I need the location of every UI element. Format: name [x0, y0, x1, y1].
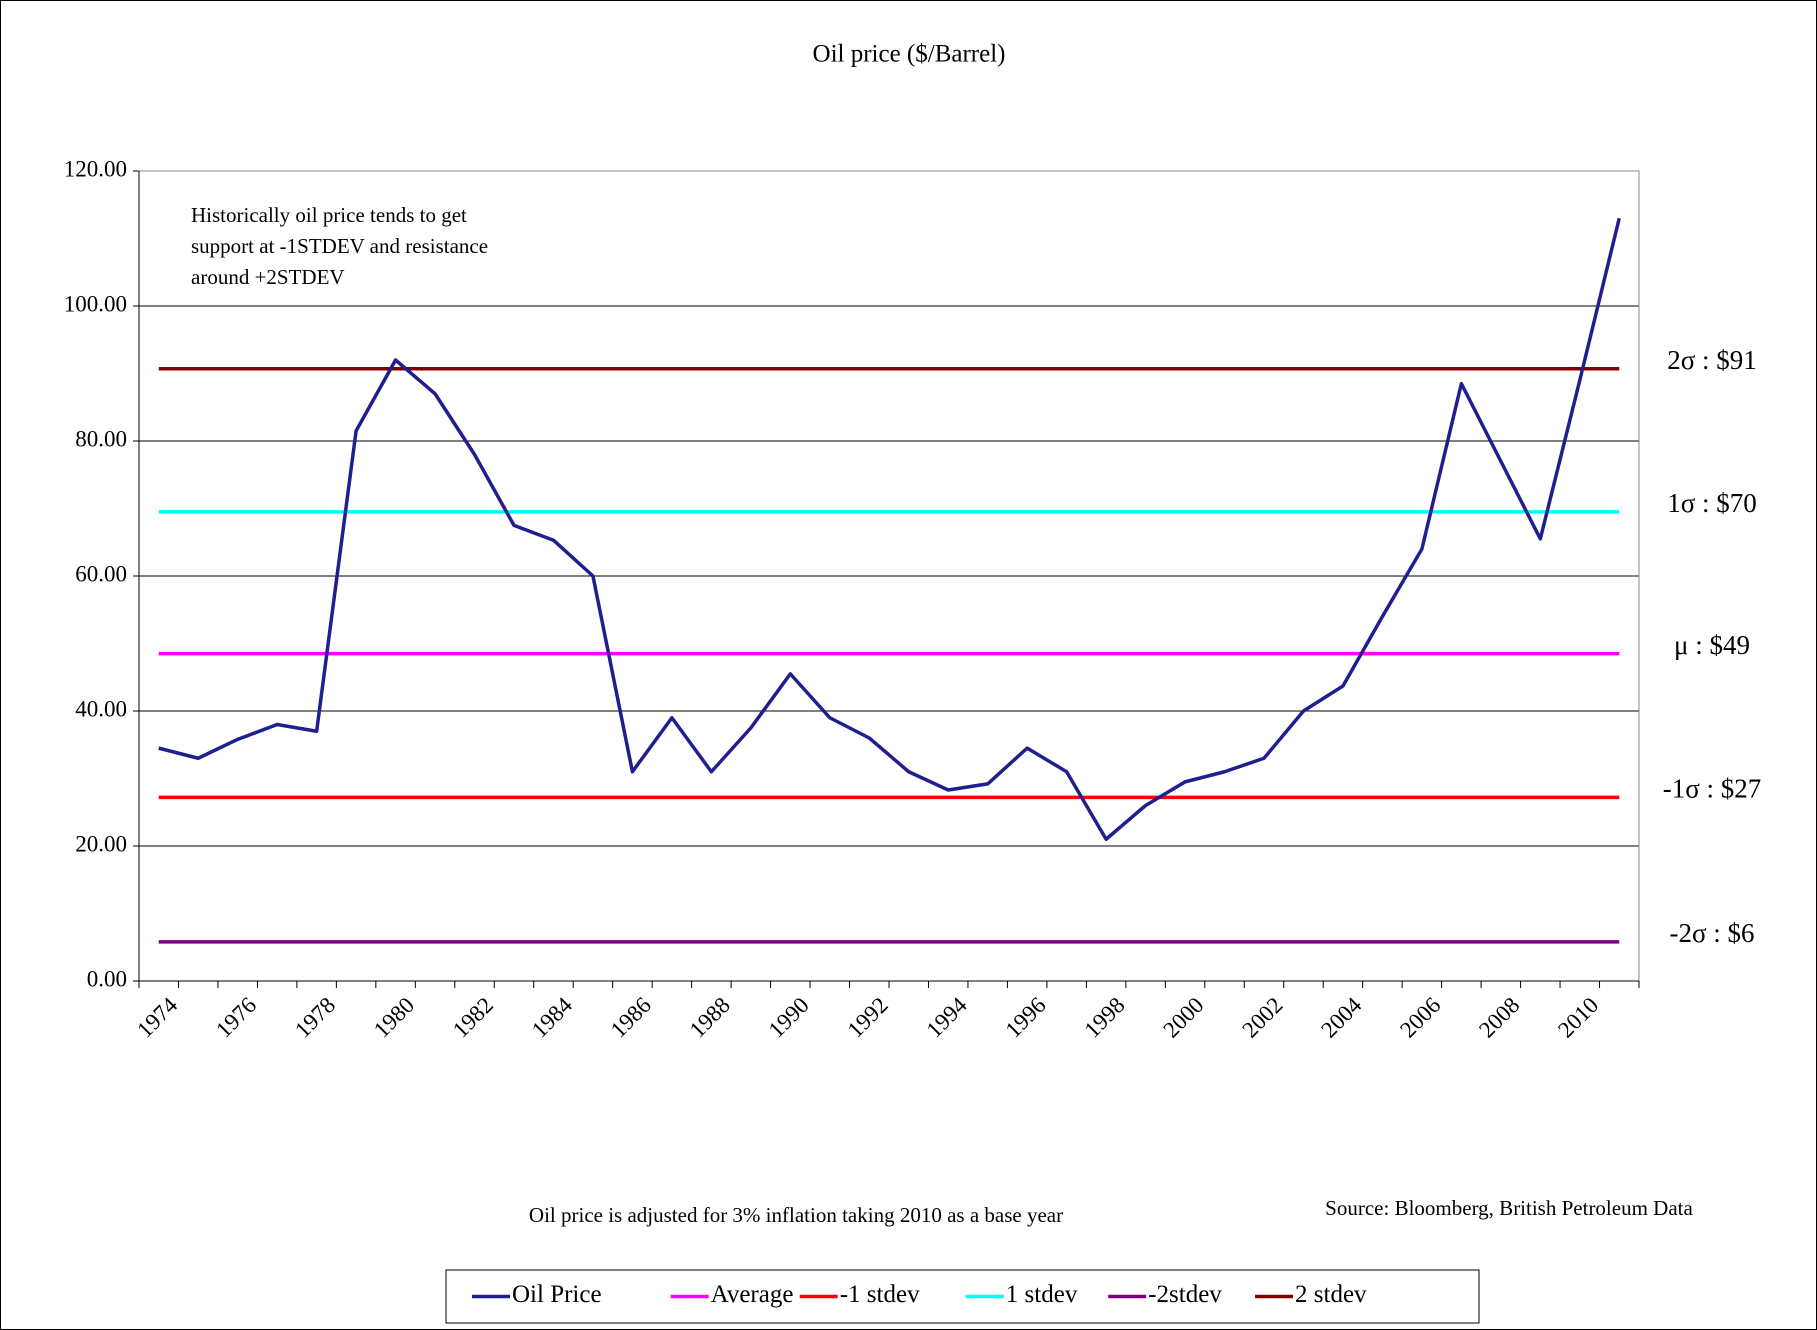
note: around +2STDEV	[191, 265, 345, 289]
y-tick-label: 100.00	[64, 291, 127, 316]
legend-label: Average	[711, 1281, 794, 1308]
level-label: -1σ : $27	[1663, 774, 1762, 804]
y-tick-label: 80.00	[75, 426, 127, 451]
note: Historically oil price tends to get	[191, 203, 467, 227]
y-tick-label: 120.00	[64, 156, 127, 181]
note: support at -1STDEV and resistance	[191, 234, 488, 258]
legend-box	[445, 1269, 1480, 1324]
source: Source: Bloomberg, British Petroleum Dat…	[1325, 1196, 1693, 1220]
legend-label: -2stdev	[1148, 1281, 1222, 1308]
legend-label: 1 stdev	[1006, 1281, 1078, 1308]
chart-title: Oil price ($/Barrel)	[813, 41, 1006, 68]
series-line	[158, 217, 1621, 841]
legend-label: -1 stdev	[840, 1281, 920, 1308]
level-label: -2σ : $6	[1669, 918, 1754, 948]
y-tick-label: 60.00	[75, 561, 127, 586]
y-tick-label: 20.00	[75, 831, 127, 856]
level-label: 2σ : $91	[1667, 345, 1757, 375]
level-label: 1σ : $70	[1667, 488, 1757, 518]
y-tick-label: 0.00	[87, 966, 127, 991]
level-label: μ : $49	[1674, 630, 1750, 660]
y-tick-label: 40.00	[75, 696, 127, 721]
legend-label: Oil Price	[512, 1281, 602, 1308]
legend-label: 2 stdev	[1295, 1281, 1367, 1308]
footnote: Oil price is adjusted for 3% inflation t…	[529, 1203, 1063, 1227]
